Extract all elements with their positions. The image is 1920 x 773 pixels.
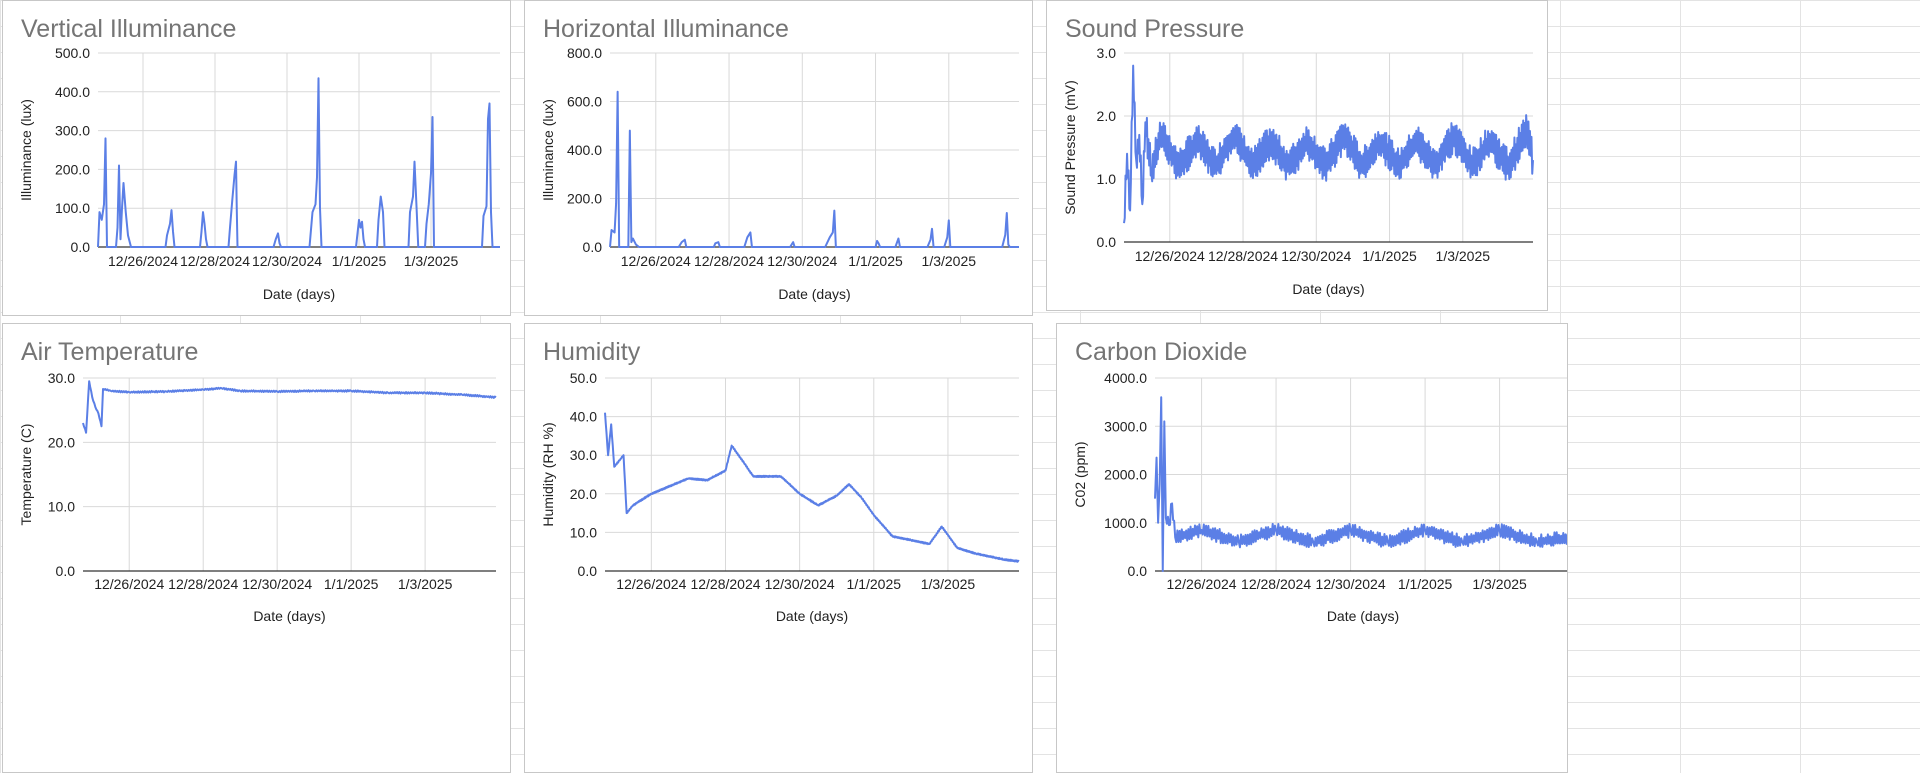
x-tick-label: 12/26/2024 bbox=[616, 576, 686, 592]
x-tick-label: 1/3/2025 bbox=[1436, 248, 1491, 264]
chart-card-air-temperature: Air Temperature 0.0 10.0 20.0 30.0 12/26/202… bbox=[2, 323, 511, 773]
y-axis-label: Illuminance (lux) bbox=[18, 99, 34, 201]
chart-title: Vertical Illuminance bbox=[21, 15, 237, 43]
y-tick-label: 100.0 bbox=[55, 200, 90, 216]
y-tick-label: 0.0 bbox=[56, 563, 76, 579]
y-tick-label: 50.0 bbox=[570, 370, 597, 386]
y-tick-label: 400.0 bbox=[567, 142, 602, 158]
y-tick-label: 500.0 bbox=[55, 45, 90, 61]
x-tick-label: 12/26/2024 bbox=[94, 576, 164, 592]
x-tick-label: 1/1/2025 bbox=[324, 576, 379, 592]
data-series-line bbox=[1123, 64, 1534, 224]
x-tick-label: 12/28/2024 bbox=[694, 253, 764, 269]
x-tick-label: 1/3/2025 bbox=[404, 253, 459, 269]
y-axis-label: Temperature (C) bbox=[18, 424, 34, 526]
y-tick-label: 200.0 bbox=[55, 161, 90, 177]
x-axis-label: Date (days) bbox=[778, 286, 850, 302]
x-tick-label: 12/30/2024 bbox=[252, 253, 322, 269]
y-tick-label: 2.0 bbox=[1097, 108, 1117, 124]
y-tick-label: 40.0 bbox=[570, 409, 597, 425]
x-tick-label: 1/3/2025 bbox=[922, 253, 977, 269]
y-tick-label: 10.0 bbox=[570, 524, 597, 540]
y-tick-label: 20.0 bbox=[570, 486, 597, 502]
y-tick-label: 20.0 bbox=[48, 434, 75, 450]
x-tick-label: 12/30/2024 bbox=[765, 576, 835, 592]
y-tick-label: 400.0 bbox=[55, 84, 90, 100]
x-tick-label: 1/1/2025 bbox=[332, 253, 387, 269]
y-axis-label: C02 (ppm) bbox=[1072, 441, 1088, 507]
data-series-line bbox=[609, 90, 1019, 248]
x-tick-label: 1/3/2025 bbox=[398, 576, 453, 592]
x-tick-label: 1/3/2025 bbox=[1472, 576, 1527, 592]
x-axis-label: Date (days) bbox=[776, 608, 848, 624]
x-tick-label: 12/30/2024 bbox=[767, 253, 837, 269]
chart-card-vertical-illuminance: Vertical Illuminance 0.0 100.0 200.0 300.0 4… bbox=[2, 0, 511, 316]
x-axis-label: Date (days) bbox=[1292, 281, 1364, 297]
x-tick-label: 12/28/2024 bbox=[168, 576, 238, 592]
x-tick-label: 1/1/2025 bbox=[1398, 576, 1453, 592]
y-tick-label: 300.0 bbox=[55, 123, 90, 139]
y-tick-label: 0.0 bbox=[583, 239, 603, 255]
chart-title: Humidity bbox=[543, 338, 641, 366]
line-chart-air-temperature: 0.0 10.0 20.0 30.0 12/26/2024 12/28/2024 12/30… bbox=[18, 370, 497, 624]
x-tick-label: 1/1/2025 bbox=[848, 253, 903, 269]
x-tick-label: 12/30/2024 bbox=[1316, 576, 1386, 592]
x-tick-label: 12/30/2024 bbox=[242, 576, 312, 592]
x-tick-label: 1/1/2025 bbox=[847, 576, 902, 592]
line-chart-horizontal-illuminance: 0.0 200.0 400.0 600.0 800.0 12/26/2024 12/28/2… bbox=[540, 45, 1019, 302]
line-chart-sound-pressure: 0.0 1.0 2.0 3.0 12/26/2024 12/28/2024 12/30/20… bbox=[1062, 45, 1534, 297]
y-tick-label: 200.0 bbox=[567, 191, 602, 207]
y-tick-label: 600.0 bbox=[567, 94, 602, 110]
y-tick-label: 30.0 bbox=[48, 370, 75, 386]
line-chart-humidity: 0.0 10.0 20.0 30.0 40.0 50.0 12/26/2024 12/28/2… bbox=[540, 370, 1020, 624]
chart-title: Carbon Dioxide bbox=[1075, 338, 1248, 366]
y-axis-label: Illuminance (lux) bbox=[540, 99, 556, 201]
y-tick-label: 0.0 bbox=[1128, 563, 1148, 579]
chart-title: Horizontal Illuminance bbox=[543, 15, 789, 43]
y-axis-label: Humidity (RH %) bbox=[540, 422, 556, 526]
x-axis-label: Date (days) bbox=[253, 608, 325, 624]
y-tick-label: 0.0 bbox=[1097, 234, 1117, 250]
x-tick-label: 12/26/2024 bbox=[108, 253, 178, 269]
y-tick-label: 1000.0 bbox=[1104, 515, 1147, 531]
y-tick-label: 3.0 bbox=[1097, 45, 1117, 61]
x-tick-label: 12/28/2024 bbox=[180, 253, 250, 269]
chart-card-humidity: Humidity 0.0 10.0 20.0 30.0 40.0 50.0 12/26/20… bbox=[524, 323, 1033, 773]
y-axis-label: Sound Pressure (mV) bbox=[1062, 80, 1078, 215]
y-tick-label: 0.0 bbox=[71, 239, 91, 255]
x-tick-label: 12/26/2024 bbox=[621, 253, 691, 269]
y-tick-label: 2000.0 bbox=[1104, 467, 1147, 483]
y-tick-label: 4000.0 bbox=[1104, 370, 1147, 386]
data-series-line bbox=[604, 412, 1020, 563]
x-tick-label: 12/30/2024 bbox=[1281, 248, 1351, 264]
y-tick-label: 800.0 bbox=[567, 45, 602, 61]
data-series-line bbox=[82, 380, 497, 434]
x-tick-label: 12/28/2024 bbox=[1241, 576, 1311, 592]
x-axis-label: Date (days) bbox=[1327, 608, 1399, 624]
x-axis-label: Date (days) bbox=[263, 286, 335, 302]
y-tick-label: 30.0 bbox=[570, 447, 597, 463]
y-tick-label: 3000.0 bbox=[1104, 418, 1147, 434]
y-tick-label: 10.0 bbox=[48, 499, 75, 515]
data-series-line bbox=[97, 77, 500, 248]
x-tick-label: 12/26/2024 bbox=[1135, 248, 1205, 264]
x-tick-label: 1/1/2025 bbox=[1362, 248, 1417, 264]
chart-card-sound-pressure: Sound Pressure 0.0 1.0 2.0 3.0 12/26/2024 12/… bbox=[1046, 0, 1548, 311]
x-tick-label: 12/28/2024 bbox=[1208, 248, 1278, 264]
y-tick-label: 0.0 bbox=[578, 563, 598, 579]
chart-card-carbon-dioxide: Carbon Dioxide 0.0 1000.0 2000.0 3000.0 4000… bbox=[1056, 323, 1568, 773]
data-series-line bbox=[1154, 396, 1567, 572]
chart-card-horizontal-illuminance: Horizontal Illuminance 0.0 200.0 400.0 600.… bbox=[524, 0, 1033, 316]
chart-title: Air Temperature bbox=[21, 338, 199, 366]
x-tick-label: 12/26/2024 bbox=[1167, 576, 1237, 592]
x-tick-label: 12/28/2024 bbox=[690, 576, 760, 592]
x-tick-label: 1/3/2025 bbox=[921, 576, 976, 592]
y-tick-label: 1.0 bbox=[1097, 171, 1117, 187]
chart-title: Sound Pressure bbox=[1065, 15, 1245, 43]
